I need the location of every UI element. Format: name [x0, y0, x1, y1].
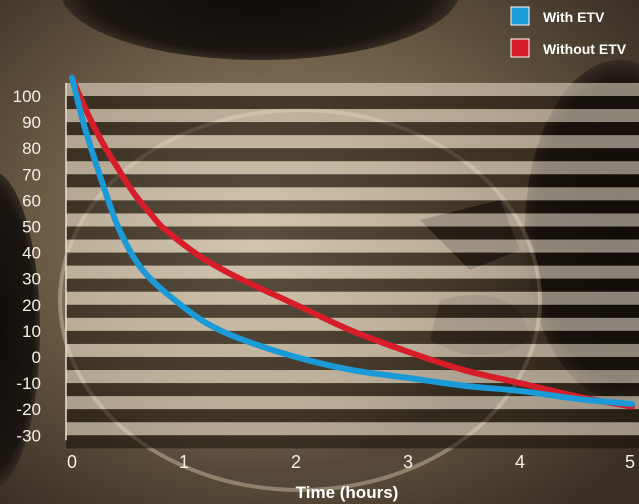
- grid-band: [66, 278, 639, 292]
- y-tick-label: 70: [22, 165, 41, 184]
- grid-bands: [66, 82, 639, 449]
- y-tick-label: 60: [22, 191, 41, 210]
- series-line-without-etv: [69, 74, 635, 410]
- grid-band: [66, 435, 639, 449]
- grid-band: [66, 200, 639, 214]
- grid-band: [66, 252, 639, 266]
- legend-item-with-etv: With ETV: [510, 6, 605, 26]
- series-lines: [69, 74, 635, 410]
- grid-band: [66, 265, 639, 279]
- grid-band: [66, 187, 639, 201]
- grid-band: [66, 148, 639, 162]
- grid-band: [66, 409, 639, 423]
- legend: With ETV Without ETV: [510, 6, 627, 58]
- y-tick-label: 20: [22, 296, 41, 315]
- grid-band: [66, 239, 639, 253]
- grid-band: [66, 330, 639, 344]
- x-axis-label: Time (hours): [296, 483, 399, 502]
- grid-band: [66, 122, 639, 136]
- grid-band: [66, 135, 639, 149]
- grid-band: [66, 82, 639, 96]
- x-tick-label: 2: [291, 452, 301, 472]
- x-tick-label: 4: [515, 452, 525, 472]
- y-tick-label: 90: [22, 113, 41, 132]
- x-tick-label: 5: [625, 452, 635, 472]
- x-axis-ticks: 0 1 2 3 4 5: [67, 452, 635, 472]
- x-tick-label: 3: [403, 452, 413, 472]
- x-tick-label: 0: [67, 452, 77, 472]
- y-tick-label: 40: [22, 244, 41, 263]
- grid-band: [66, 213, 639, 227]
- grid-band: [66, 161, 639, 175]
- y-tick-label: 30: [22, 270, 41, 289]
- y-tick-label: 50: [22, 218, 41, 237]
- legend-label-with-etv: With ETV: [543, 9, 605, 25]
- y-tick-label: 100: [13, 87, 41, 106]
- grid-band: [66, 96, 639, 110]
- x-tick-label: 1: [179, 452, 189, 472]
- legend-item-without-etv: Without ETV: [510, 38, 627, 58]
- grid-band: [66, 343, 639, 357]
- y-tick-label: 80: [22, 139, 41, 158]
- series-line-with-etv: [69, 74, 635, 407]
- y-tick-label: 0: [32, 348, 41, 367]
- grid-band: [66, 291, 639, 305]
- grid-band: [66, 226, 639, 240]
- y-tick-label: 10: [22, 322, 41, 341]
- y-tick-label: -20: [16, 400, 41, 419]
- grid-band: [66, 357, 639, 371]
- grid-band: [66, 109, 639, 123]
- grid-band: [66, 174, 639, 188]
- legend-swatch-without-etv: [510, 38, 530, 58]
- grid-band: [66, 396, 639, 410]
- y-tick-label: -10: [16, 374, 41, 393]
- legend-label-without-etv: Without ETV: [543, 41, 627, 57]
- grid-band: [66, 304, 639, 318]
- y-tick-label: -30: [16, 426, 41, 445]
- legend-swatch-with-etv: [510, 6, 530, 26]
- grid-band: [66, 422, 639, 436]
